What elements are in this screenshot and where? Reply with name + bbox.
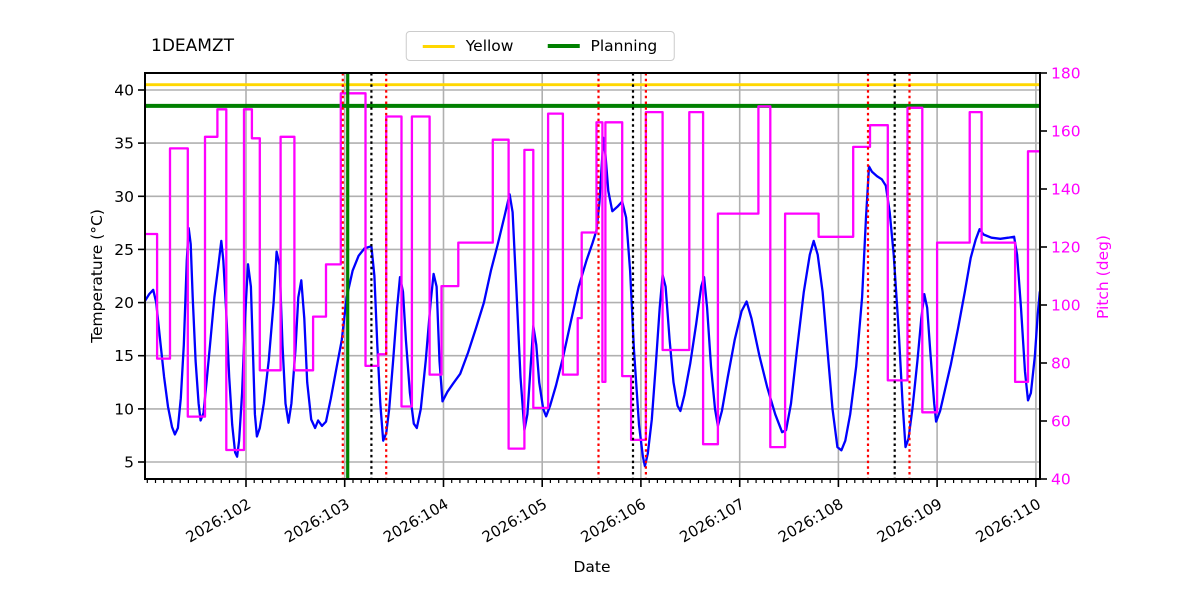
y-axis-label-temperature: Temperature (°C) [88, 209, 106, 343]
y-axis-right-ticks: 40 60 80 100 120 140 160 180 [1040, 65, 1081, 489]
chart-title: 1DEAMZT [151, 36, 234, 56]
svg-text:2026:108: 2026:108 [775, 495, 846, 547]
svg-text:25: 25 [114, 241, 134, 259]
svg-text:2026:102: 2026:102 [183, 495, 254, 547]
y-axis-left-ticks: 5 10 15 20 25 30 35 40 [114, 82, 145, 472]
svg-text:60: 60 [1051, 413, 1071, 431]
pitch-series-line [145, 92, 1040, 452]
legend-label-planning: Planning [590, 37, 658, 55]
svg-text:180: 180 [1051, 65, 1081, 83]
svg-text:40: 40 [1051, 471, 1071, 489]
x-axis-major-ticks: 2026:102 2026:103 2026:104 2026:105 2026:106… [183, 479, 1044, 546]
temperature-series-line [145, 136, 1040, 468]
y-axis-label-pitch: Pitch (deg) [1094, 235, 1112, 319]
svg-text:120: 120 [1051, 239, 1081, 257]
legend-item-yellow: Yellow [422, 37, 514, 55]
svg-text:2026:106: 2026:106 [578, 495, 649, 547]
planning-limit-line-swatch [547, 44, 580, 48]
svg-text:140: 140 [1051, 181, 1081, 199]
svg-text:2026:103: 2026:103 [281, 495, 352, 547]
svg-text:5: 5 [124, 454, 134, 472]
svg-text:2026:109: 2026:109 [874, 495, 945, 547]
x-axis-minor-ticks [146, 479, 1029, 483]
svg-text:100: 100 [1051, 297, 1081, 315]
plot-frame [144, 72, 1041, 480]
vertical-marker-lines [341, 73, 911, 479]
svg-text:2026:105: 2026:105 [479, 495, 550, 547]
legend: Yellow Planning [405, 31, 675, 61]
svg-text:35: 35 [114, 135, 134, 153]
svg-text:30: 30 [114, 188, 134, 206]
yellow-limit-line-swatch [422, 44, 455, 48]
svg-text:160: 160 [1051, 123, 1081, 141]
svg-text:15: 15 [114, 347, 134, 365]
legend-item-planning: Planning [547, 37, 657, 55]
svg-text:40: 40 [114, 82, 134, 100]
x-axis-label-date: Date [573, 558, 611, 576]
svg-text:80: 80 [1051, 355, 1071, 373]
svg-text:2026:107: 2026:107 [676, 495, 747, 547]
svg-text:2026:104: 2026:104 [380, 495, 451, 547]
svg-text:2026:110: 2026:110 [973, 495, 1044, 547]
legend-label-yellow: Yellow [465, 37, 514, 55]
svg-text:20: 20 [114, 294, 134, 312]
svg-text:10: 10 [114, 400, 134, 418]
